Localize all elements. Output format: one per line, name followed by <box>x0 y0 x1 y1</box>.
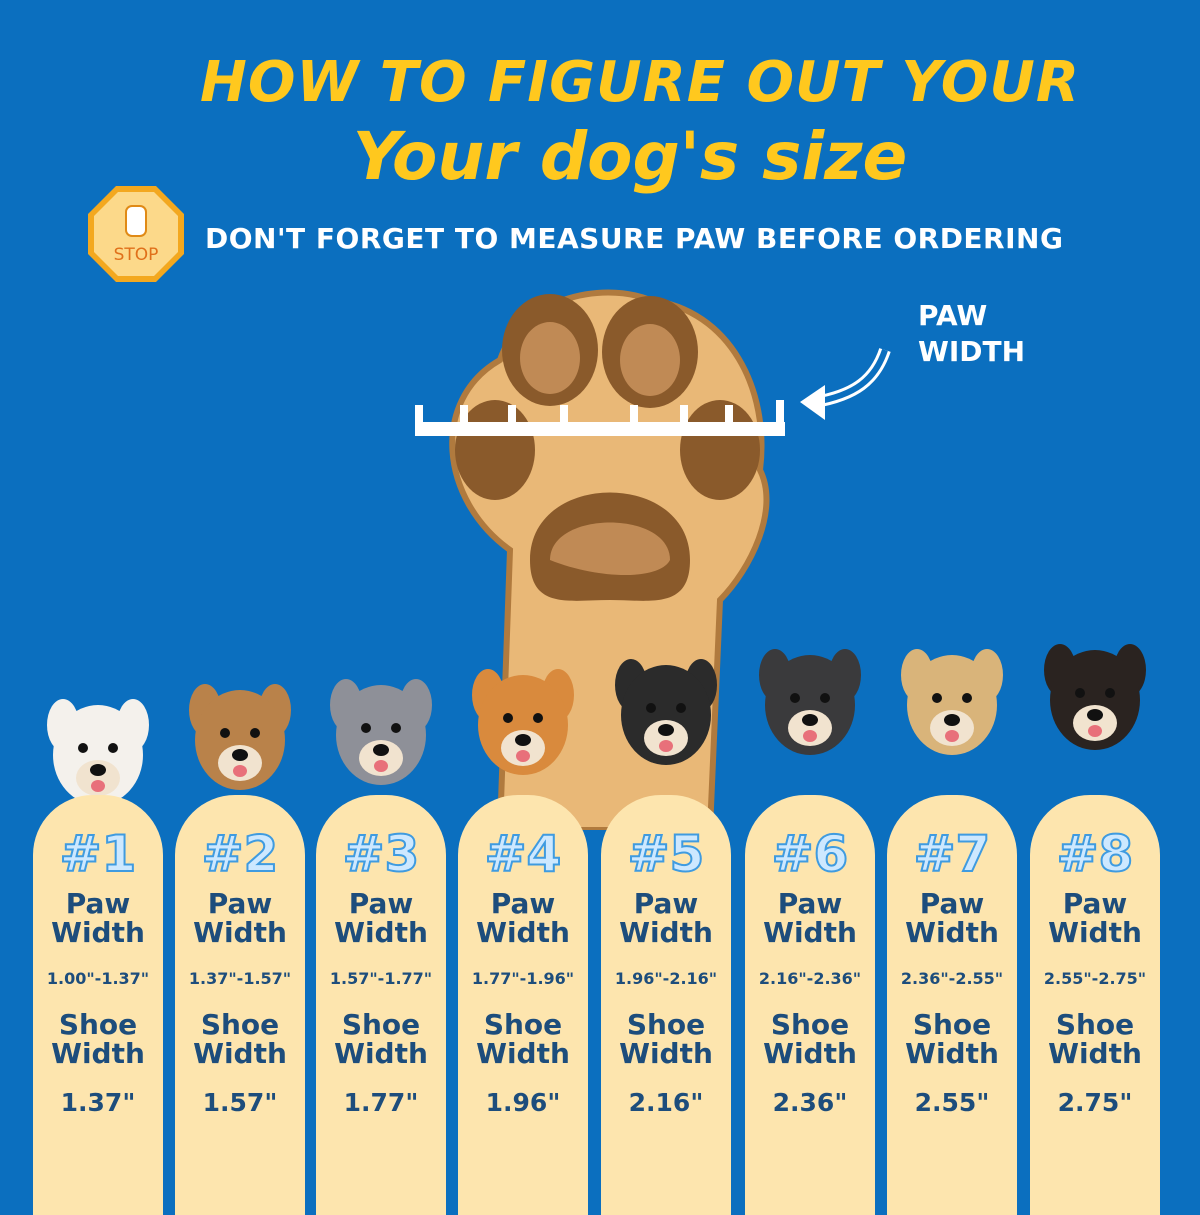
dog-photo-2 <box>189 684 291 790</box>
paw-width-range: 2.55"-2.75" <box>1043 969 1147 988</box>
size-number: #8 <box>1056 824 1135 884</box>
title-line-2: Your dog's size <box>352 118 908 195</box>
shoe-width-heading: Shoe Width <box>619 1008 713 1070</box>
shoe-width-value: 1.96" <box>485 1088 561 1117</box>
dog-photo-3 <box>330 679 432 785</box>
paw-width-range: 1.37"-1.57" <box>188 969 292 988</box>
dog-photo-7 <box>901 649 1003 755</box>
arrow-icon <box>800 347 891 420</box>
paw-width-heading: Paw Width <box>1048 887 1142 949</box>
size-card-2: #2 Paw Width 1.37"-1.57" Shoe Width 1.57… <box>175 795 305 1215</box>
paw-width-range: 2.36"-2.55" <box>900 969 1004 988</box>
paw-width-heading: Paw Width <box>193 887 287 949</box>
paw-width-label: PAW WIDTH <box>918 299 1026 368</box>
stop-sign-icon: STOP <box>88 186 184 282</box>
size-number: #5 <box>627 824 706 884</box>
size-card-6: #6 Paw Width 2.16"-2.36" Shoe Width 2.36… <box>745 795 875 1215</box>
paw-width-heading: Paw Width <box>51 887 145 949</box>
stop-text: STOP <box>114 245 159 265</box>
size-card-4: #4 Paw Width 1.77"-1.96" Shoe Width 1.96… <box>458 795 588 1215</box>
shoe-width-heading: Shoe Width <box>905 1008 999 1070</box>
size-card-7: #7 Paw Width 2.36"-2.55" Shoe Width 2.55… <box>887 795 1017 1215</box>
shoe-width-heading: Shoe Width <box>193 1008 287 1070</box>
dog-photo-8 <box>1044 644 1146 750</box>
paw-width-range: 1.00"-1.37" <box>46 969 150 988</box>
shoe-width-value: 2.36" <box>772 1088 848 1117</box>
size-number: #3 <box>342 824 421 884</box>
paw-width-range: 2.16"-2.36" <box>758 969 862 988</box>
shoe-width-heading: Shoe Width <box>1048 1008 1142 1070</box>
shoe-width-value: 1.37" <box>60 1088 136 1117</box>
shoe-width-heading: Shoe Width <box>334 1008 428 1070</box>
size-card-5: #5 Paw Width 1.96"-2.16" Shoe Width 2.16… <box>601 795 731 1215</box>
size-number: #4 <box>484 824 563 884</box>
size-card-1: #1 Paw Width 1.00"-1.37" Shoe Width 1.37… <box>33 795 163 1215</box>
paw-width-range: 1.77"-1.96" <box>471 969 575 988</box>
size-card-3: #3 Paw Width 1.57"-1.77" Shoe Width 1.77… <box>316 795 446 1215</box>
paw-width-heading: Paw Width <box>334 887 428 949</box>
shoe-width-value: 2.16" <box>628 1088 704 1117</box>
size-card-8: #8 Paw Width 2.55"-2.75" Shoe Width 2.75… <box>1030 795 1160 1215</box>
shoe-width-value: 2.55" <box>914 1088 990 1117</box>
paw-width-heading: Paw Width <box>763 887 857 949</box>
paw-width-range: 1.57"-1.77" <box>329 969 433 988</box>
dog-photo-4 <box>472 669 574 775</box>
shoe-width-heading: Shoe Width <box>51 1008 145 1070</box>
size-number: #7 <box>913 824 992 884</box>
shoe-width-heading: Shoe Width <box>476 1008 570 1070</box>
shoe-width-value: 2.75" <box>1057 1088 1133 1117</box>
dog-photo-6 <box>759 649 861 755</box>
shoe-width-heading: Shoe Width <box>763 1008 857 1070</box>
paw-width-heading: Paw Width <box>476 887 570 949</box>
size-number: #6 <box>771 824 850 884</box>
dog-photo-5 <box>615 659 717 765</box>
paw-width-heading: Paw Width <box>619 887 713 949</box>
paw-width-heading: Paw Width <box>905 887 999 949</box>
dog-photo-1 <box>47 699 149 805</box>
subtitle: DON'T FORGET TO MEASURE PAW BEFORE ORDER… <box>205 222 1064 255</box>
size-number: #2 <box>201 824 280 884</box>
shoe-width-value: 1.57" <box>202 1088 278 1117</box>
title-line-1: HOW TO FIGURE OUT YOUR <box>200 50 1080 115</box>
shoe-width-value: 1.77" <box>343 1088 419 1117</box>
size-number: #1 <box>59 824 138 884</box>
paw-width-range: 1.96"-2.16" <box>614 969 718 988</box>
